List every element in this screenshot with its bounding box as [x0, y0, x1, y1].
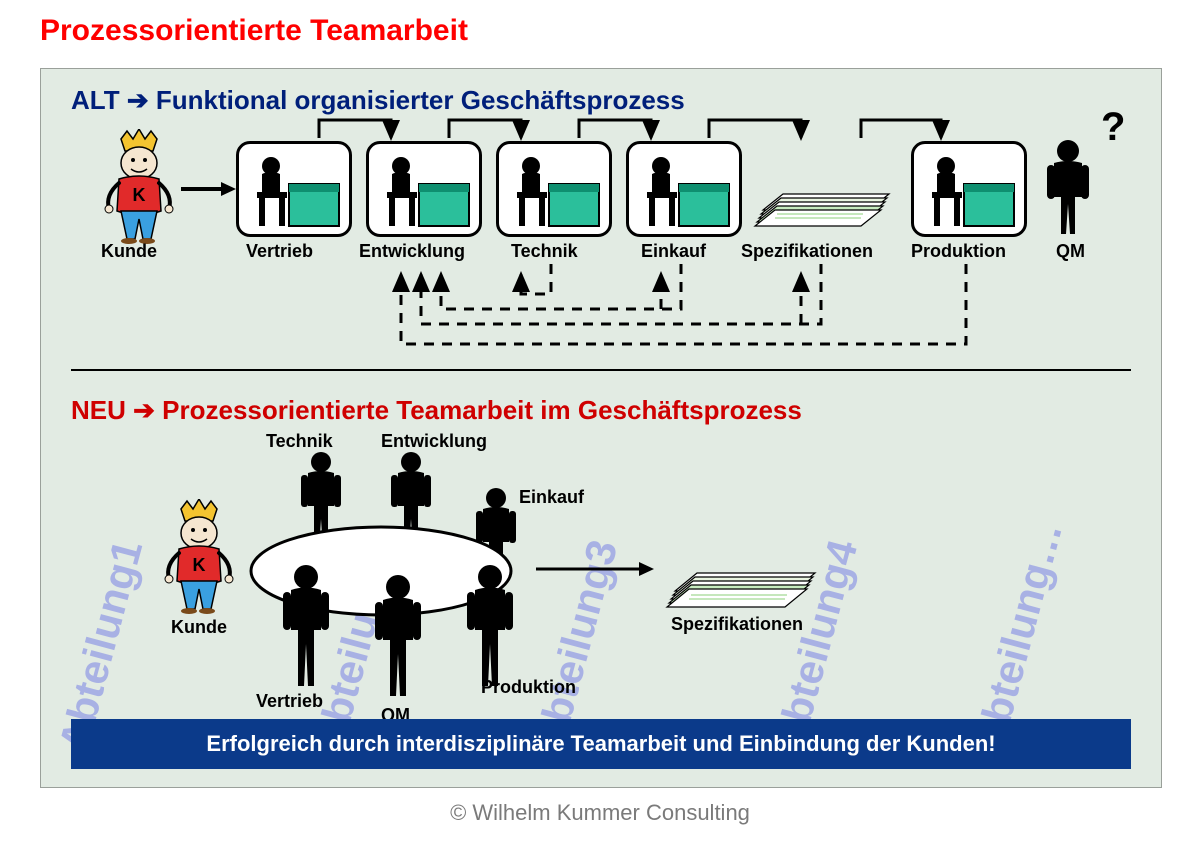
- main-title: Prozessorientierte Teamarbeit: [40, 14, 468, 48]
- section-divider: [71, 369, 1131, 371]
- kunde-figure-neu: K: [141, 499, 251, 614]
- qm-person-icon: [1041, 139, 1096, 239]
- question-mark: ?: [1101, 105, 1125, 150]
- node-einkauf: [626, 141, 742, 237]
- neu-arrow-icon: ➔: [133, 395, 155, 425]
- label-vertrieb: Vertrieb: [246, 241, 313, 262]
- page: Prozessorientierte Teamarbeit Abteilung1…: [0, 0, 1200, 858]
- person-qm: [371, 574, 426, 704]
- svg-text:K: K: [193, 555, 206, 575]
- label-entwicklung: Entwicklung: [359, 241, 465, 262]
- arrow-kunde-vertrieb: [181, 179, 236, 199]
- label-spezifikationen: Spezifikationen: [741, 241, 873, 262]
- alt-prefix: ALT: [71, 85, 120, 115]
- label-produktion: Produktion: [911, 241, 1006, 262]
- node-technik: [496, 141, 612, 237]
- alt-title-text: Funktional organisierter Geschäftsprozes…: [156, 85, 685, 115]
- spec-stack-neu: [661, 539, 831, 619]
- footer-bar: Erfolgreich durch interdisziplinäre Team…: [71, 719, 1131, 769]
- node-produktion: [911, 141, 1027, 237]
- alt-feedback-arrows: [41, 264, 1041, 364]
- footer-text: Erfolgreich durch interdisziplinäre Team…: [206, 731, 995, 757]
- neu-section-title: NEU ➔ Prozessorientierte Teamarbeit im G…: [71, 395, 802, 426]
- label-einkauf-neu: Einkauf: [519, 487, 584, 508]
- arrow-team-spec: [536, 559, 656, 579]
- kunde-label-neu: Kunde: [171, 617, 227, 638]
- copyright: © Wilhelm Kummer Consulting: [0, 800, 1200, 826]
- node-spezifikationen: [751, 164, 901, 234]
- kunde-label-alt: Kunde: [101, 241, 157, 262]
- label-spec-neu: Spezifikationen: [671, 614, 803, 635]
- alt-top-connectors: [41, 114, 1041, 154]
- node-vertrieb: [236, 141, 352, 237]
- label-entwicklung-neu: Entwicklung: [381, 431, 487, 452]
- label-technik-neu: Technik: [266, 431, 333, 452]
- neu-prefix: NEU: [71, 395, 126, 425]
- node-entwicklung: [366, 141, 482, 237]
- label-technik: Technik: [511, 241, 578, 262]
- label-qm-alt: QM: [1056, 241, 1085, 262]
- label-einkauf: Einkauf: [641, 241, 706, 262]
- person-produktion: [463, 564, 518, 694]
- person-vertrieb: [279, 564, 334, 694]
- alt-arrow-icon: ➔: [127, 85, 149, 115]
- alt-section-title: ALT ➔ Funktional organisierter Geschäfts…: [71, 85, 685, 116]
- neu-title-text: Prozessorientierte Teamarbeit im Geschäf…: [162, 395, 802, 425]
- svg-text:K: K: [133, 185, 146, 205]
- label-vertrieb-neu: Vertrieb: [256, 691, 323, 712]
- diagram-panel: Abteilung1 Abteilung2 Abteilung3 Abteilu…: [40, 68, 1162, 788]
